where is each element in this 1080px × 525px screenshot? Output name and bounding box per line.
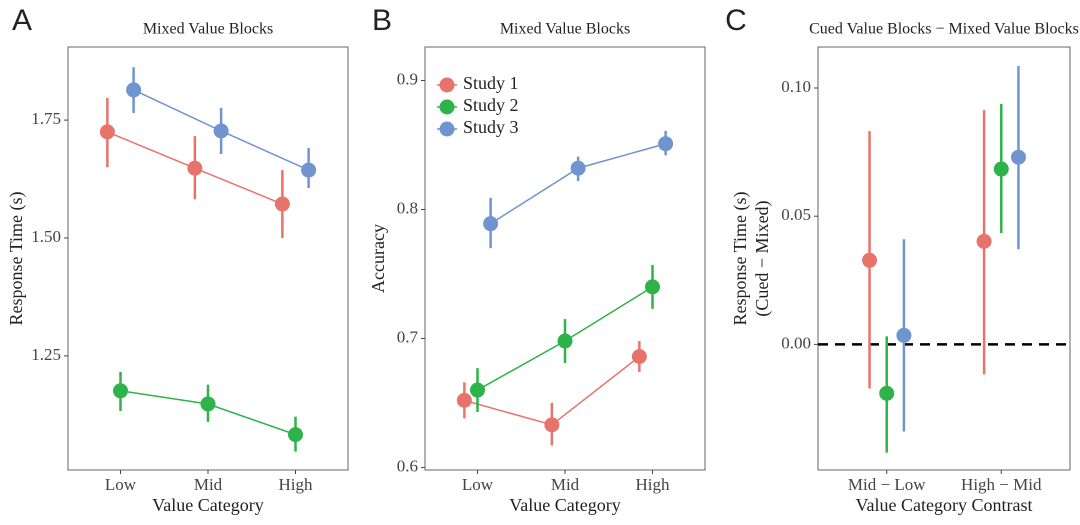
x-axis-label: Value Category [152, 495, 263, 515]
plot-frame [817, 46, 1071, 471]
point [1010, 149, 1026, 165]
point [570, 160, 586, 176]
x-tick-label: Low [462, 475, 494, 494]
point [631, 349, 647, 365]
y-axis-label: Accuracy [368, 224, 388, 293]
point [862, 252, 878, 268]
point [544, 417, 560, 433]
point [658, 136, 674, 152]
y-tick-label: 0.10 [781, 77, 811, 96]
x-tick-label: High [279, 475, 314, 494]
point [557, 333, 573, 349]
point [288, 427, 303, 443]
legend-label: Study 1 [463, 73, 519, 93]
y-axis-label: (Cued − Mixed) [752, 200, 773, 316]
point [896, 327, 912, 343]
y-axis-label: Response Time (s) [6, 191, 27, 325]
y-tick-label: 1.75 [31, 109, 61, 128]
point [993, 161, 1009, 177]
legend-label: Study 3 [463, 117, 519, 137]
point [99, 124, 115, 140]
x-tick-label: High [636, 475, 671, 494]
point [187, 160, 203, 176]
chart-title: Cued Value Blocks − Mixed Value Blocks [809, 21, 1079, 38]
x-tick-label: Mid [551, 475, 580, 494]
point [456, 392, 472, 408]
y-tick-label: 0.9 [397, 69, 418, 88]
point [976, 233, 992, 249]
x-tick-label: High − Mid [961, 475, 1042, 494]
x-axis-label: Value Category [509, 495, 620, 515]
x-tick-label: Mid [194, 475, 223, 494]
point [274, 196, 290, 212]
y-tick-label: 1.50 [31, 227, 61, 246]
series-line [490, 143, 666, 225]
panel-label: C [725, 4, 747, 37]
chart-title: Mixed Value Blocks [143, 21, 273, 38]
y-tick-label: 1.25 [31, 345, 61, 364]
point [213, 123, 229, 139]
panel-label: A [12, 4, 32, 37]
point [200, 396, 216, 412]
point [126, 82, 142, 98]
point [113, 383, 128, 399]
x-tick-label: Low [105, 475, 137, 494]
panel-label: B [372, 4, 392, 37]
y-tick-label: 0.8 [397, 198, 418, 217]
y-tick-label: 0.6 [397, 456, 418, 475]
legend-label: Study 2 [463, 95, 519, 115]
y-axis-label: Response Time (s) [730, 191, 751, 325]
x-axis-label: Value Category Contrast [856, 495, 1033, 515]
x-tick-label: Mid − Low [848, 475, 926, 494]
point [301, 162, 317, 178]
y-tick-label: 0.00 [781, 333, 811, 352]
y-tick-label: 0.05 [781, 205, 811, 224]
y-tick-label: 0.7 [397, 327, 419, 346]
point [645, 279, 660, 295]
point [483, 216, 499, 232]
chart-title: Mixed Value Blocks [500, 21, 630, 38]
point [879, 385, 895, 401]
point [470, 382, 485, 398]
